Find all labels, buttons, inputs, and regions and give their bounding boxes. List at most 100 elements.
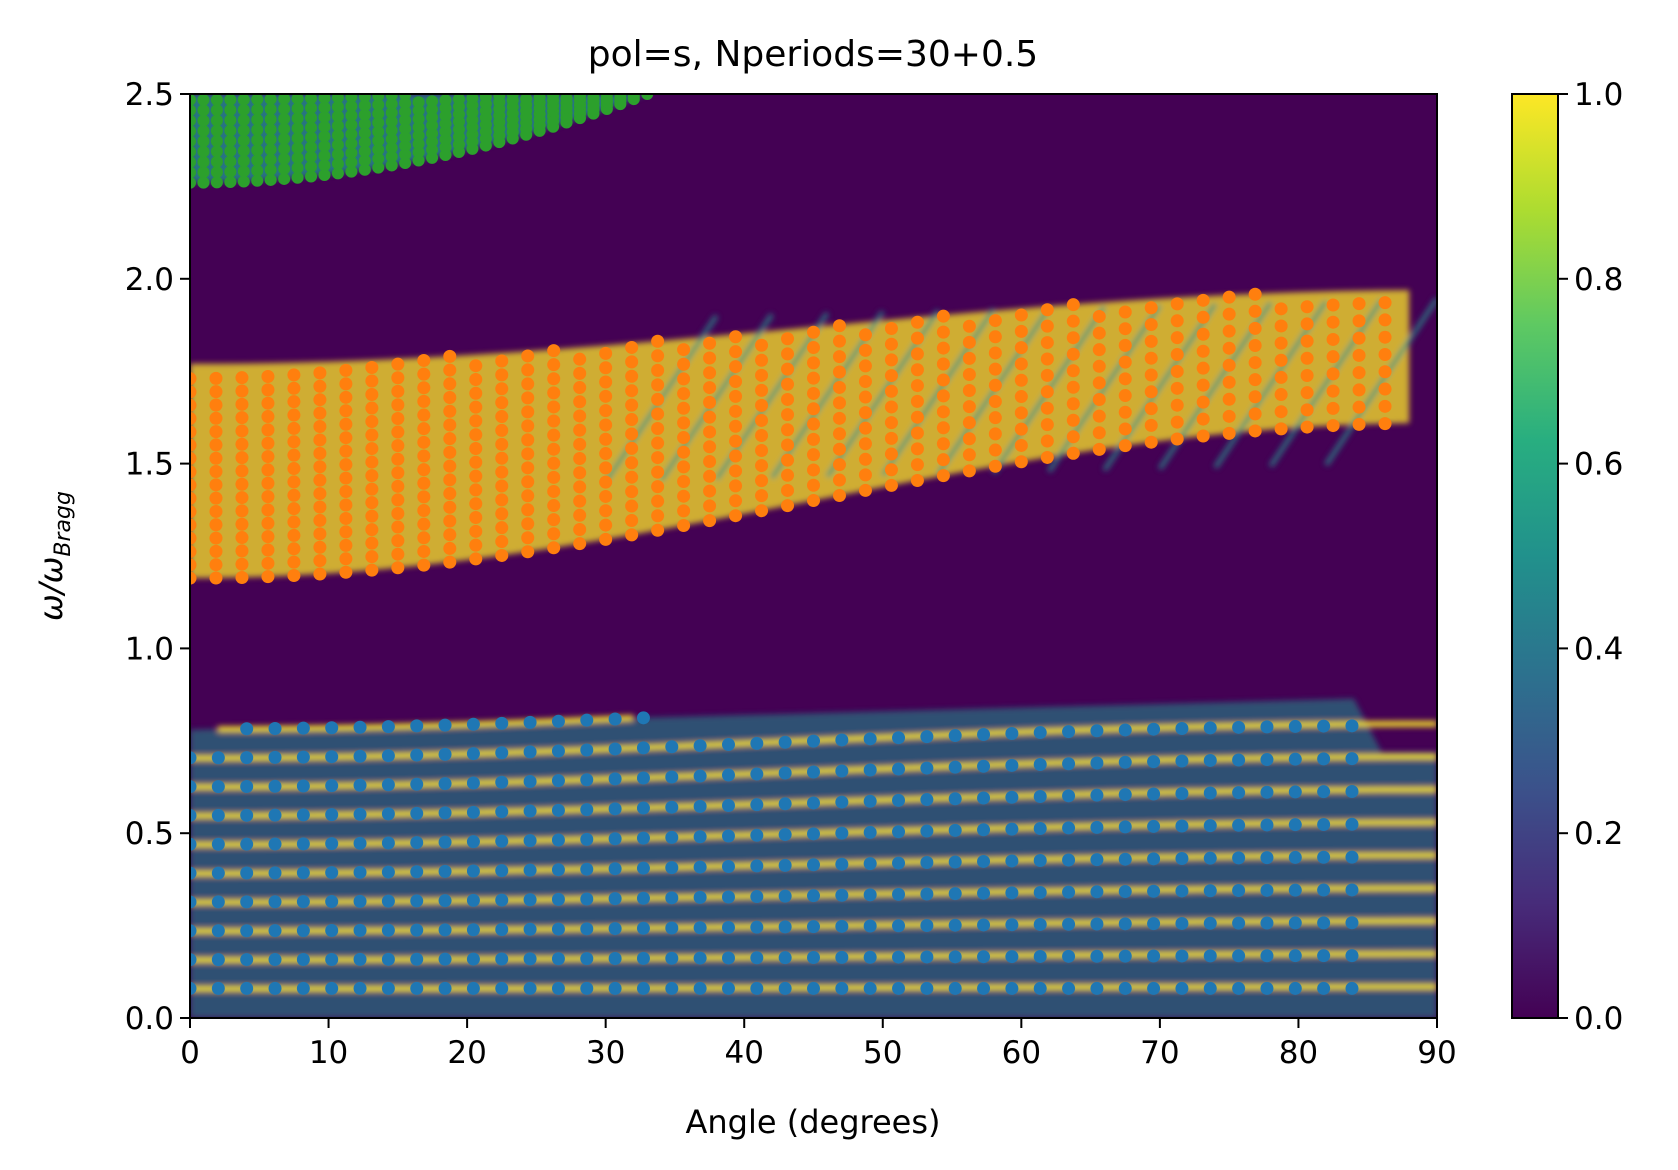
band1-point: [1033, 981, 1047, 995]
band3-point: [627, 94, 640, 103]
band1-point: [1345, 817, 1359, 831]
band1-point: [835, 857, 849, 871]
band2-point: [1222, 358, 1236, 372]
band2-point: [625, 456, 639, 470]
band2-point: [313, 473, 327, 487]
band1-point: [665, 770, 679, 784]
band2-point: [936, 357, 950, 371]
band3-point: [251, 164, 264, 177]
band3-point: [224, 155, 237, 168]
band2-point: [190, 412, 197, 426]
band2-point: [1144, 318, 1158, 332]
band3-point: [278, 172, 291, 185]
colorbar-tick-label: 0.8: [1574, 262, 1623, 298]
band1-point: [438, 894, 452, 908]
band3-point: [197, 104, 210, 117]
band2-point: [573, 452, 587, 466]
band2-point: [1066, 380, 1080, 394]
band1-point: [495, 775, 509, 789]
band1-point: [1005, 726, 1019, 740]
band3-point: [305, 131, 318, 144]
band1-point: [211, 866, 225, 880]
band2-point: [287, 462, 301, 476]
band2-point: [729, 345, 743, 359]
band1-point: [1147, 917, 1161, 931]
band1-point: [240, 779, 254, 793]
band2-point: [1274, 422, 1288, 436]
band2-point: [365, 374, 379, 388]
band1-point: [268, 953, 282, 967]
band1-point: [353, 807, 367, 821]
band2-point: [677, 519, 691, 533]
band2-point: [209, 518, 223, 532]
band1-point: [1203, 721, 1217, 735]
band1-point: [466, 717, 480, 731]
band1-point: [1345, 784, 1359, 798]
band3-point: [224, 94, 237, 106]
band2-point: [1352, 314, 1366, 328]
band2-point: [832, 350, 846, 364]
band2-point: [313, 567, 327, 581]
band2-point: [547, 400, 561, 414]
band1-point: [240, 981, 254, 995]
band1-point: [863, 763, 877, 777]
band2-point: [469, 442, 483, 456]
band2-point: [521, 447, 535, 461]
band1-point: [977, 727, 991, 741]
band2-point: [962, 367, 976, 381]
band2-point: [1222, 409, 1236, 423]
band3-point: [345, 156, 358, 169]
band2-point: [625, 384, 639, 398]
band1-point: [1033, 917, 1047, 931]
band2-point: [599, 475, 613, 489]
band1-point: [1345, 850, 1359, 864]
band2-point: [1300, 403, 1314, 417]
band2-point: [677, 504, 691, 518]
band2-point: [599, 404, 613, 418]
band2-point: [651, 421, 665, 435]
band2-point: [936, 469, 950, 483]
band2-point: [391, 425, 405, 439]
band3-point: [358, 108, 371, 121]
band1-point: [1147, 981, 1161, 995]
band3-point: [190, 135, 196, 148]
band2-point: [988, 394, 1002, 408]
band2-point: [1222, 392, 1236, 406]
band3-point: [278, 112, 291, 125]
band2-point: [391, 506, 405, 520]
band1-point: [551, 833, 565, 847]
band2-point: [1092, 376, 1106, 390]
band2-point: [261, 476, 275, 490]
band1-point: [580, 803, 594, 817]
band2-point: [443, 541, 457, 555]
band1-point: [1175, 916, 1189, 930]
band3-point: [331, 167, 344, 180]
band3-point: [224, 176, 237, 189]
band2-point: [625, 470, 639, 484]
band1-point: [1288, 883, 1302, 897]
band1-point: [665, 861, 679, 875]
band2-point: [1144, 368, 1158, 382]
band1-point: [381, 981, 395, 995]
band1-point: [1260, 949, 1274, 963]
band2-point: [190, 465, 197, 479]
band2-point: [417, 394, 431, 408]
band2-point: [1066, 314, 1080, 328]
band2-point: [190, 545, 197, 559]
band2-point: [495, 493, 509, 507]
y-tick-label: 2.0: [125, 262, 174, 298]
band2-point: [1326, 350, 1340, 364]
band1-point: [580, 862, 594, 876]
band3-point: [345, 128, 358, 141]
band2-point: [261, 423, 275, 437]
band2-point: [1352, 400, 1366, 414]
band1-point: [1175, 851, 1189, 865]
band3-point: [305, 150, 318, 163]
band2-point: [703, 499, 717, 513]
band1-point: [381, 952, 395, 966]
band3-point: [251, 113, 264, 126]
band2-point: [521, 545, 535, 559]
band2-point: [209, 451, 223, 465]
band2-point: [261, 436, 275, 450]
band2-point: [261, 516, 275, 530]
